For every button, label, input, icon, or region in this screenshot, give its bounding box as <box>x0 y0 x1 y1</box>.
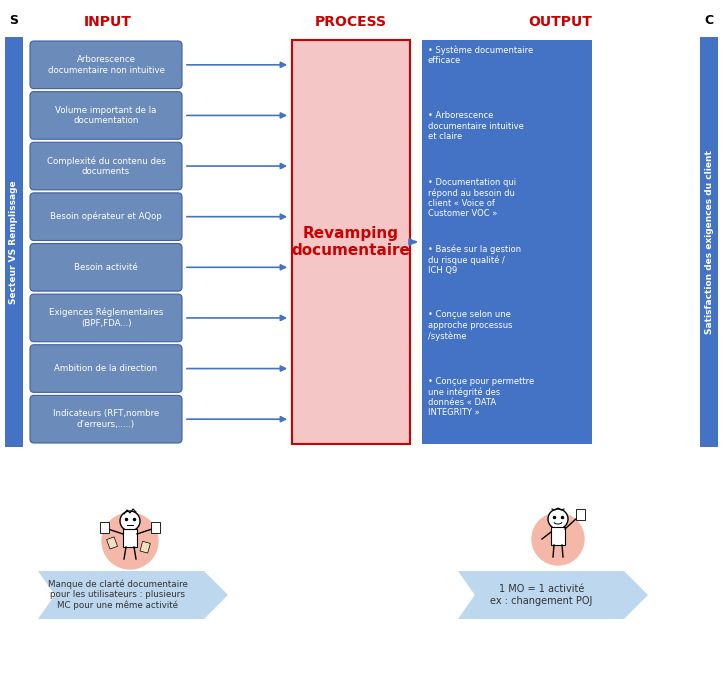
Polygon shape <box>458 571 648 619</box>
FancyBboxPatch shape <box>30 91 182 139</box>
Bar <box>123 529 137 547</box>
Bar <box>551 527 565 545</box>
FancyBboxPatch shape <box>30 193 182 240</box>
Text: OUTPUT: OUTPUT <box>528 15 592 29</box>
Text: Complexité du contenu des
documents: Complexité du contenu des documents <box>46 156 166 176</box>
Bar <box>106 537 117 549</box>
Text: Besoin activité: Besoin activité <box>74 263 138 272</box>
Text: Indicateurs (RFT,nombre
d’erreurs,.....): Indicateurs (RFT,nombre d’erreurs,.....) <box>53 409 159 429</box>
Text: Manque de clarté documentaire
pour les utilisateurs : plusieurs
MC pour une même: Manque de clarté documentaire pour les u… <box>48 580 188 611</box>
FancyBboxPatch shape <box>30 294 182 341</box>
Bar <box>100 522 109 533</box>
Polygon shape <box>38 571 228 619</box>
Text: C: C <box>704 14 714 27</box>
Bar <box>576 509 585 520</box>
Circle shape <box>548 509 568 529</box>
Text: Revamping
documentaire: Revamping documentaire <box>292 226 411 258</box>
FancyBboxPatch shape <box>30 41 182 89</box>
Bar <box>140 541 151 553</box>
Circle shape <box>120 511 140 531</box>
Bar <box>700 37 718 447</box>
Text: • Documentation qui
répond au besoin du
client « Voice of
Customer VOC »: • Documentation qui répond au besoin du … <box>428 178 516 218</box>
FancyBboxPatch shape <box>30 396 182 443</box>
Bar <box>422 40 592 444</box>
Text: • Système documentaire
efficace: • Système documentaire efficace <box>428 45 534 65</box>
Text: Exigences Réglementaires
(BPF,FDA...): Exigences Réglementaires (BPF,FDA...) <box>49 308 163 328</box>
Text: S: S <box>9 14 19 27</box>
Text: Secteur VS Remplissage: Secteur VS Remplissage <box>9 180 19 304</box>
FancyBboxPatch shape <box>30 243 182 291</box>
Text: Volume important de la
documentation: Volume important de la documentation <box>55 106 156 125</box>
Bar <box>5 37 23 447</box>
Text: PROCESS: PROCESS <box>315 15 387 29</box>
FancyBboxPatch shape <box>30 345 182 392</box>
Text: Besoin opérateur et AQop: Besoin opérateur et AQop <box>50 212 162 221</box>
Text: Satisfaction des exigences du client: Satisfaction des exigences du client <box>704 150 713 334</box>
Text: • Arborescence
documentaire intuitive
et claire: • Arborescence documentaire intuitive et… <box>428 111 524 141</box>
Bar <box>292 40 410 444</box>
Circle shape <box>532 513 584 565</box>
FancyBboxPatch shape <box>30 142 182 190</box>
Text: 1 MO = 1 activité
ex : changement POJ: 1 MO = 1 activité ex : changement POJ <box>490 584 593 606</box>
Text: Arborescence
documentaire non intuitive: Arborescence documentaire non intuitive <box>48 55 164 74</box>
Circle shape <box>102 513 158 569</box>
Text: Ambition de la direction: Ambition de la direction <box>54 364 158 373</box>
Text: • Conçue pour permettre
une intégrité des
données « DATA
INTEGRITY »: • Conçue pour permettre une intégrité de… <box>428 376 534 418</box>
Bar <box>151 522 160 533</box>
Text: • Conçue selon une
approche processus
/système: • Conçue selon une approche processus /s… <box>428 311 513 341</box>
Text: • Basée sur la gestion
du risque qualité /
ICH Q9: • Basée sur la gestion du risque qualité… <box>428 244 521 275</box>
Text: INPUT: INPUT <box>84 15 132 29</box>
